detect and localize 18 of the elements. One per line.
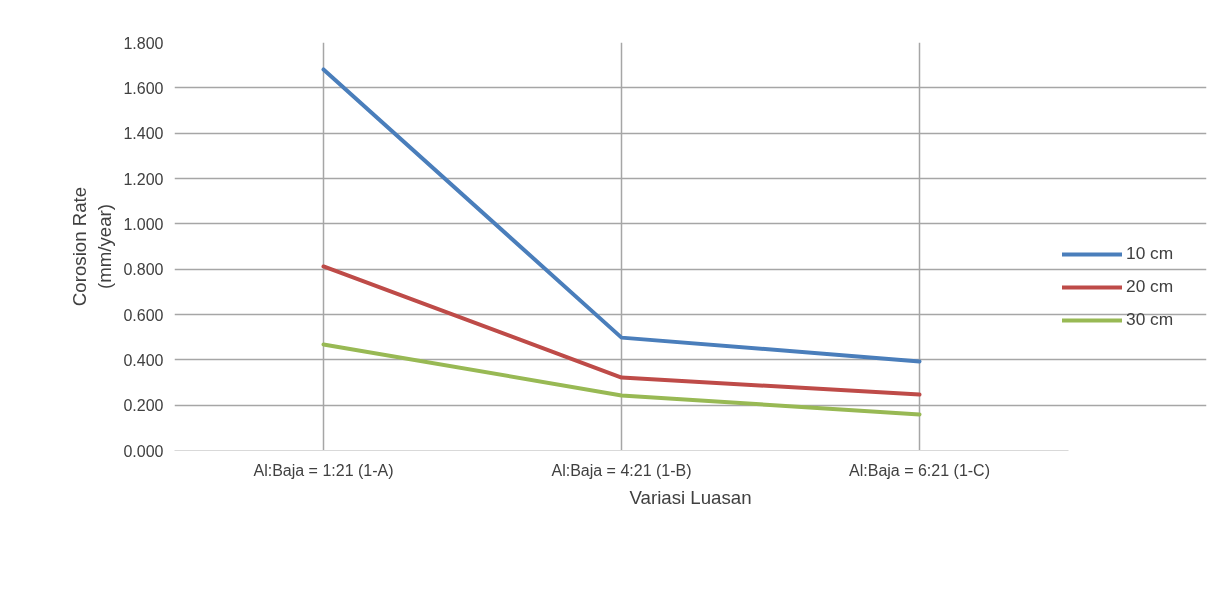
y-tick-label: 0.200 (123, 397, 164, 415)
legend-label: 20 cm (1126, 276, 1174, 297)
legend-label: 30 cm (1126, 309, 1174, 330)
y-tick-label: 0.800 (123, 261, 164, 279)
x-tick-label: Al:Baja = 4:21 (1-B) (551, 461, 692, 479)
y-axis-title: Corosion Rate (mm/year) (69, 186, 116, 307)
y-tick-label: 1.600 (123, 79, 164, 97)
y-tick-label: 1.000 (123, 215, 164, 233)
y-tick-label: 0.400 (123, 351, 164, 369)
y-tick-label: 0.600 (123, 306, 164, 324)
y-tick-label: 1.400 (123, 125, 164, 143)
y-tick-label: 0.000 (123, 442, 164, 460)
y-tick-label: 1.800 (123, 34, 164, 52)
x-tick-label: Al:Baja = 1:21 (1-A) (253, 461, 394, 479)
x-axis-title: Variasi Luasan (629, 486, 752, 508)
y-tick-label: 1.200 (123, 170, 164, 188)
legend-label: 10 cm (1126, 243, 1174, 264)
x-tick-label: Al:Baja = 6:21 (1-C) (849, 461, 990, 479)
